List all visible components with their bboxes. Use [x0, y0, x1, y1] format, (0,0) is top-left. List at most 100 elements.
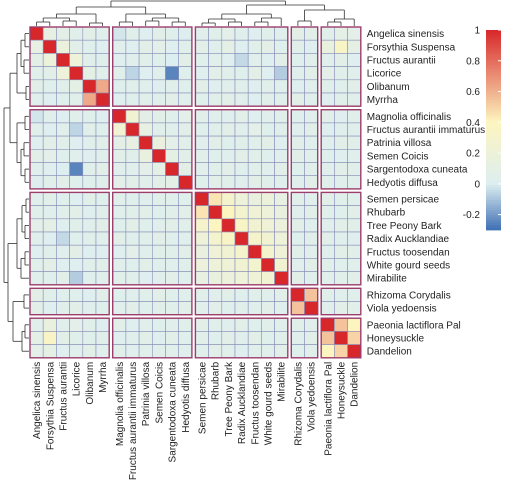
heatmap-cell: [261, 192, 275, 206]
heatmap-cell: [320, 244, 335, 259]
column-label: Semen Coicis: [154, 362, 165, 424]
heatmap-cell: [95, 162, 110, 176]
color-legend-swatch: [486, 55, 501, 58]
heatmap-cell: [261, 149, 275, 163]
heatmap-cell: [178, 192, 193, 206]
heatmap-cell: [165, 92, 179, 107]
row-label: White gourd seeds: [367, 261, 450, 272]
heatmap-cell: [56, 244, 70, 259]
heatmap-cell: [42, 92, 57, 107]
color-legend-swatch: [486, 62, 501, 66]
heatmap-cell: [347, 231, 362, 246]
cluster-box: [194, 108, 289, 190]
heatmap-cell: [56, 218, 70, 233]
heatmap-cell: [221, 301, 236, 315]
row-label: Semen persicae: [367, 195, 440, 206]
row-labels: Angelica sinensis Forsythia Suspensa Fruct…: [367, 29, 485, 358]
heatmap-cell: [290, 92, 305, 107]
heatmap-cell: [334, 317, 348, 332]
color-legend-swatch: [486, 132, 501, 136]
heatmap-cell: [138, 344, 153, 359]
heatmap-cell: [208, 331, 223, 345]
heatmap-cell: [125, 79, 140, 94]
heatmap-cell: [290, 66, 305, 81]
heatmap-cell: [334, 53, 348, 67]
heatmap-cell: [112, 175, 127, 190]
heatmap-cell: [347, 244, 362, 259]
heatmap-cell: [195, 149, 209, 163]
heatmap-cell: [234, 26, 249, 41]
heatmap-cell: [347, 271, 362, 286]
heatmap-cell: [82, 175, 97, 190]
heatmap-cell: [290, 79, 305, 94]
heatmap-cell: [208, 344, 223, 359]
heatmap-cell: [112, 26, 127, 41]
heatmap-cell: [82, 258, 97, 272]
heatmap-cell: [69, 317, 84, 332]
heatmap-cell: [208, 175, 223, 190]
heatmap-cell: [261, 344, 275, 359]
heatmap-cell: [304, 231, 318, 246]
color-legend-swatch: [486, 195, 501, 198]
heatmap-cell: [95, 231, 110, 246]
heatmap-cell: [165, 39, 179, 54]
row-label: Hedyotis diffusa: [367, 178, 438, 189]
heatmap-cell: [334, 301, 348, 315]
heatmap-cell: [125, 39, 140, 54]
heatmap-cell: [178, 344, 193, 359]
heatmap-cell: [208, 109, 223, 124]
heatmap-cell: [125, 331, 140, 345]
heatmap-cell: [304, 301, 318, 315]
heatmap-cell: [347, 301, 362, 315]
heatmap-cell: [112, 205, 127, 220]
row-label: Myrrha: [367, 95, 399, 106]
cluster-box: [29, 26, 110, 107]
heatmap-cell: [42, 244, 57, 259]
heatmap-cell: [320, 39, 335, 54]
heatmap-cell: [138, 244, 153, 259]
color-legend-swatch: [486, 222, 501, 226]
heatmap-cell: [208, 192, 223, 206]
heatmap-cell: [165, 192, 179, 206]
heatmap-cell: [334, 231, 348, 246]
column-label: Tree Peony Bark: [224, 361, 235, 437]
heatmap-cell: [347, 205, 362, 220]
color-legend-swatch: [486, 150, 501, 153]
heatmap-cell: [234, 218, 249, 233]
heatmap-cell: [82, 301, 97, 315]
heatmap-cell: [82, 331, 97, 345]
heatmap-cell: [195, 175, 209, 190]
color-legend-swatch: [486, 155, 501, 158]
heatmap-cell: [138, 231, 153, 246]
heatmap-cell: [334, 122, 348, 137]
heatmap-cell: [152, 26, 166, 41]
color-legend-swatch: [486, 180, 501, 183]
heatmap-cell: [261, 271, 275, 286]
heatmap-cell: [304, 317, 318, 332]
heatmap-cell: [208, 287, 223, 302]
heatmap-cell: [42, 39, 57, 54]
cluster-boxes: [29, 26, 362, 359]
heatmap-cell: [69, 244, 84, 259]
heatmap-cell: [208, 317, 223, 332]
heatmap-cell: [152, 66, 166, 81]
heatmap-cell: [290, 317, 305, 332]
heatmap-cell: [56, 53, 70, 67]
heatmap-cell: [261, 135, 275, 150]
heatmap-cell: [247, 79, 262, 94]
heatmap-cell: [152, 271, 166, 286]
heatmap-cell: [125, 287, 140, 302]
color-legend-swatch: [486, 210, 501, 213]
heatmap-cell: [195, 231, 209, 246]
color-legend-swatch: [486, 182, 501, 186]
heatmap-cell: [125, 53, 140, 67]
heatmap-cell: [334, 39, 348, 54]
row-label: Viola yedoensis: [367, 304, 437, 315]
color-legend-swatch: [486, 117, 501, 121]
heatmap-cell: [208, 66, 223, 81]
heatmap-cell: [138, 218, 153, 233]
heatmap-cell: [125, 317, 140, 332]
heatmap-cell: [95, 79, 110, 94]
heatmap-cell: [69, 271, 84, 286]
column-label: Honeysuckle: [337, 361, 348, 419]
